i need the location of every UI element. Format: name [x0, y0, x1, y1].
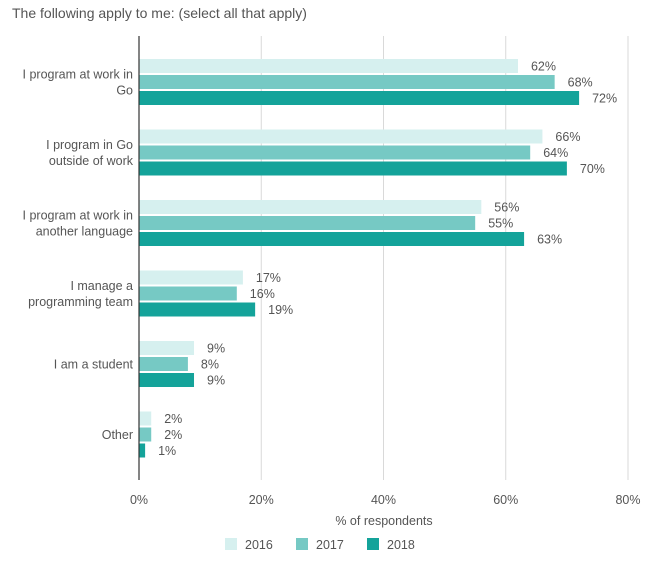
data-label: 62%	[531, 60, 556, 74]
bar-2018	[139, 232, 525, 246]
bar-2016	[139, 200, 482, 214]
legend-label: 2017	[316, 538, 344, 552]
category-label: I program in Go outside of work	[46, 138, 134, 168]
legend-label: 2016	[245, 538, 273, 552]
legend-swatch-2018	[367, 538, 379, 550]
data-label: 16%	[250, 287, 275, 301]
bar-2017	[139, 427, 152, 442]
chart-title: The following apply to me: (select all t…	[12, 5, 307, 21]
data-label: 2%	[164, 428, 182, 442]
data-label: 63%	[537, 233, 562, 247]
data-label: 72%	[592, 92, 617, 106]
category-label: I program at work in Go	[23, 68, 134, 98]
category-label: Other	[102, 428, 133, 442]
data-label: 56%	[494, 201, 519, 215]
data-label: 9%	[207, 374, 225, 388]
bar-2018	[139, 443, 146, 458]
category-label: I program at work in another language	[23, 209, 134, 239]
bar-2017	[139, 357, 188, 371]
bar-2018	[139, 302, 256, 317]
bar-2016	[139, 59, 518, 73]
x-axis-title: % of respondents	[335, 514, 432, 528]
legend-label: 2018	[387, 538, 415, 552]
data-label: 2%	[164, 412, 182, 426]
bar-2018	[139, 161, 567, 176]
data-label: 55%	[488, 217, 513, 231]
data-label: 19%	[268, 303, 293, 317]
x-tick-label: 0%	[130, 493, 148, 507]
bar-2017	[139, 216, 476, 230]
bar-2016	[139, 341, 195, 355]
bar-2016	[139, 411, 152, 426]
data-label: 8%	[201, 358, 219, 372]
bar-2016	[139, 129, 543, 144]
bar-2017	[139, 145, 531, 160]
bar-2018	[139, 373, 195, 387]
data-label: 17%	[256, 271, 281, 285]
x-tick-label: 40%	[371, 493, 396, 507]
x-tick-label: 20%	[249, 493, 274, 507]
bar-2017	[139, 286, 237, 301]
data-label: 70%	[580, 162, 605, 176]
bar-2018	[139, 91, 580, 105]
bar-2016	[139, 270, 243, 285]
category-label: I am a student	[54, 358, 134, 372]
data-label: 1%	[158, 444, 176, 458]
data-label: 64%	[543, 146, 568, 160]
bar-2017	[139, 75, 555, 89]
data-label: 66%	[555, 130, 580, 144]
legend-swatch-2017	[296, 538, 308, 550]
data-label: 68%	[568, 76, 593, 90]
data-label: 9%	[207, 342, 225, 356]
x-tick-label: 60%	[493, 493, 518, 507]
category-label: I manage a programming team	[28, 279, 133, 309]
x-tick-label: 80%	[615, 493, 640, 507]
legend-swatch-2016	[225, 538, 237, 550]
